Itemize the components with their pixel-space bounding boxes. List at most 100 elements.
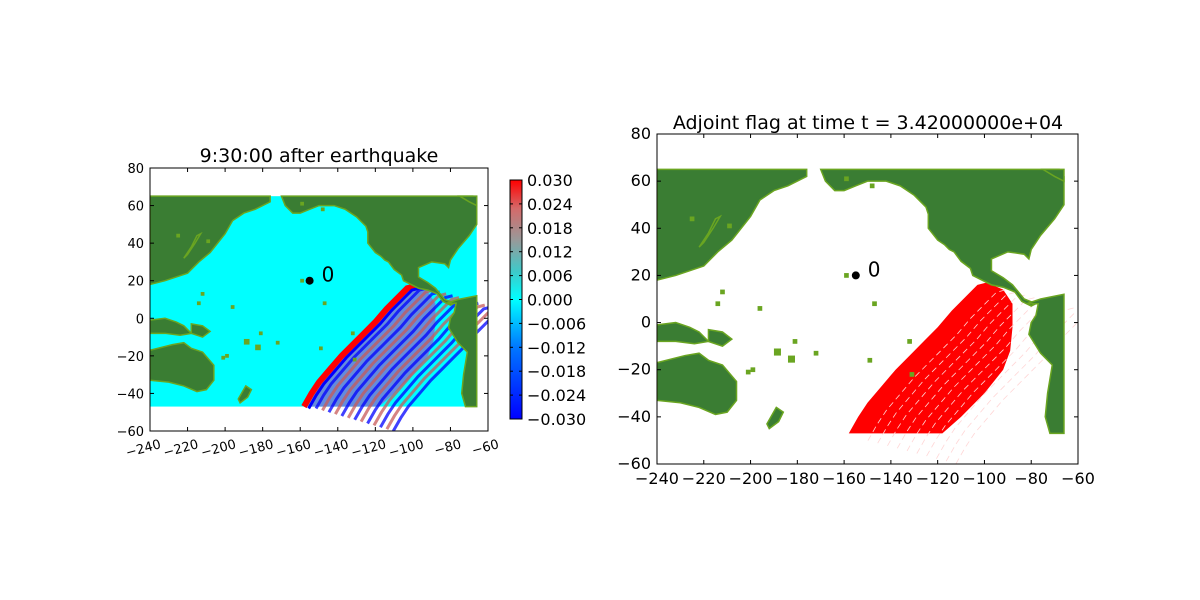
y-tick-label: 40 xyxy=(127,237,144,252)
flag-gap xyxy=(877,291,1016,444)
left-annotation: 0 xyxy=(305,263,335,287)
land-mass xyxy=(707,328,734,347)
colorbar-tick-label: −0.012 xyxy=(527,338,586,357)
y-tick-label: −60 xyxy=(617,454,651,473)
colorbar-tick-label: 0.024 xyxy=(527,195,573,214)
wave-ripple xyxy=(334,292,447,415)
land-mass xyxy=(457,195,478,207)
island xyxy=(243,338,250,345)
land-mass xyxy=(190,323,212,338)
island xyxy=(176,233,181,238)
island xyxy=(258,331,263,336)
x-tick-label: −220 xyxy=(682,469,726,488)
wave-ripple xyxy=(340,294,453,417)
island xyxy=(867,357,873,363)
wave-ripple xyxy=(385,310,488,430)
x-tick-label: −160 xyxy=(822,469,866,488)
epicenter-marker xyxy=(851,271,860,280)
wave-ripple xyxy=(314,286,428,410)
x-tick-label: −80 xyxy=(1014,469,1048,488)
y-tick-label: 80 xyxy=(631,124,651,143)
island xyxy=(773,348,781,356)
y-tick-label: 80 xyxy=(127,162,144,177)
island xyxy=(255,344,261,351)
epicenter-label: 0 xyxy=(322,263,335,287)
wave-ripple xyxy=(321,288,434,412)
y-tick-label: 60 xyxy=(631,171,651,190)
island xyxy=(727,223,732,229)
land-mass xyxy=(657,352,738,416)
flag-gap xyxy=(887,294,1026,446)
land-mass xyxy=(1026,293,1065,435)
colorbar-tick-label: 0.000 xyxy=(527,291,573,310)
island xyxy=(206,239,211,244)
island xyxy=(844,273,849,278)
wave-ripple xyxy=(327,290,441,413)
island xyxy=(715,301,721,307)
colorbar-tick-label: −0.024 xyxy=(527,386,586,405)
colorbar-tick-label: 0.018 xyxy=(527,219,573,238)
land-mass xyxy=(1040,168,1065,183)
left-plot-area xyxy=(150,195,488,431)
colorbar-tick-label: 0.012 xyxy=(527,243,573,262)
island xyxy=(750,367,756,373)
flag-gap xyxy=(955,321,1078,464)
right-panel-title: Adjoint flag at time t = 3.42000000e+04 xyxy=(673,112,1063,134)
y-tick-label: 0 xyxy=(136,312,144,327)
wave-front xyxy=(301,283,416,409)
y-tick-label: −40 xyxy=(117,387,144,402)
y-tick-label: −20 xyxy=(117,350,144,365)
wave-ripple xyxy=(353,298,466,421)
island xyxy=(320,207,325,212)
land-mass xyxy=(819,168,1065,307)
island xyxy=(319,346,323,351)
island xyxy=(221,355,226,360)
y-tick-label: 20 xyxy=(127,275,144,290)
island xyxy=(869,183,875,189)
island xyxy=(792,339,798,344)
x-tick-label: −140 xyxy=(869,469,913,488)
island xyxy=(225,353,229,358)
right-plot-area xyxy=(657,168,1078,464)
y-tick-label: 20 xyxy=(631,265,651,284)
left-panel: 9:30:00 after earthquake −240 −220 −200 −18… xyxy=(117,145,501,461)
island xyxy=(350,331,355,336)
flag-gap xyxy=(867,289,1007,441)
island xyxy=(196,301,201,306)
land-mass xyxy=(698,214,723,248)
epicenter-label: 0 xyxy=(868,257,881,281)
y-tick-label: 40 xyxy=(631,218,651,237)
wave-ripple xyxy=(346,296,460,419)
x-tick-label: −240 xyxy=(635,469,679,488)
epicenter-marker xyxy=(305,276,314,285)
island xyxy=(909,372,915,377)
flag-gap xyxy=(945,311,1078,462)
colorbar-tick-label: 0.006 xyxy=(527,267,573,286)
wave-trough xyxy=(307,286,420,410)
land-mass xyxy=(150,341,215,393)
land-mass xyxy=(237,384,253,404)
land-mass xyxy=(446,294,478,408)
colorbar-ticks: 0.030 0.024 0.018 0.012 0.006 0.000 −0.006 −0.0… xyxy=(510,171,586,429)
colorbar-tick-label: −0.018 xyxy=(527,362,586,381)
x-tick-label: −60 xyxy=(1061,469,1095,488)
wave-ripple xyxy=(392,319,488,431)
y-tick-label: −20 xyxy=(617,360,651,379)
right-axes-frame xyxy=(656,133,1079,465)
island xyxy=(352,357,357,362)
right-annotation: 0 xyxy=(851,257,881,281)
left-panel-title: 9:30:00 after earthquake xyxy=(200,145,439,167)
y-tick-label: 0 xyxy=(641,313,651,332)
island xyxy=(787,355,795,363)
island xyxy=(200,291,205,296)
y-tick-label: −60 xyxy=(117,425,144,440)
x-tick-label: −120 xyxy=(916,469,960,488)
x-tick-label: −60 xyxy=(470,437,500,459)
y-tick-label: −40 xyxy=(617,407,651,426)
land-mass xyxy=(766,406,785,430)
colorbar-tick-label: −0.006 xyxy=(527,314,586,333)
island xyxy=(720,289,725,295)
flagged-region xyxy=(848,282,1013,434)
island xyxy=(275,340,280,345)
